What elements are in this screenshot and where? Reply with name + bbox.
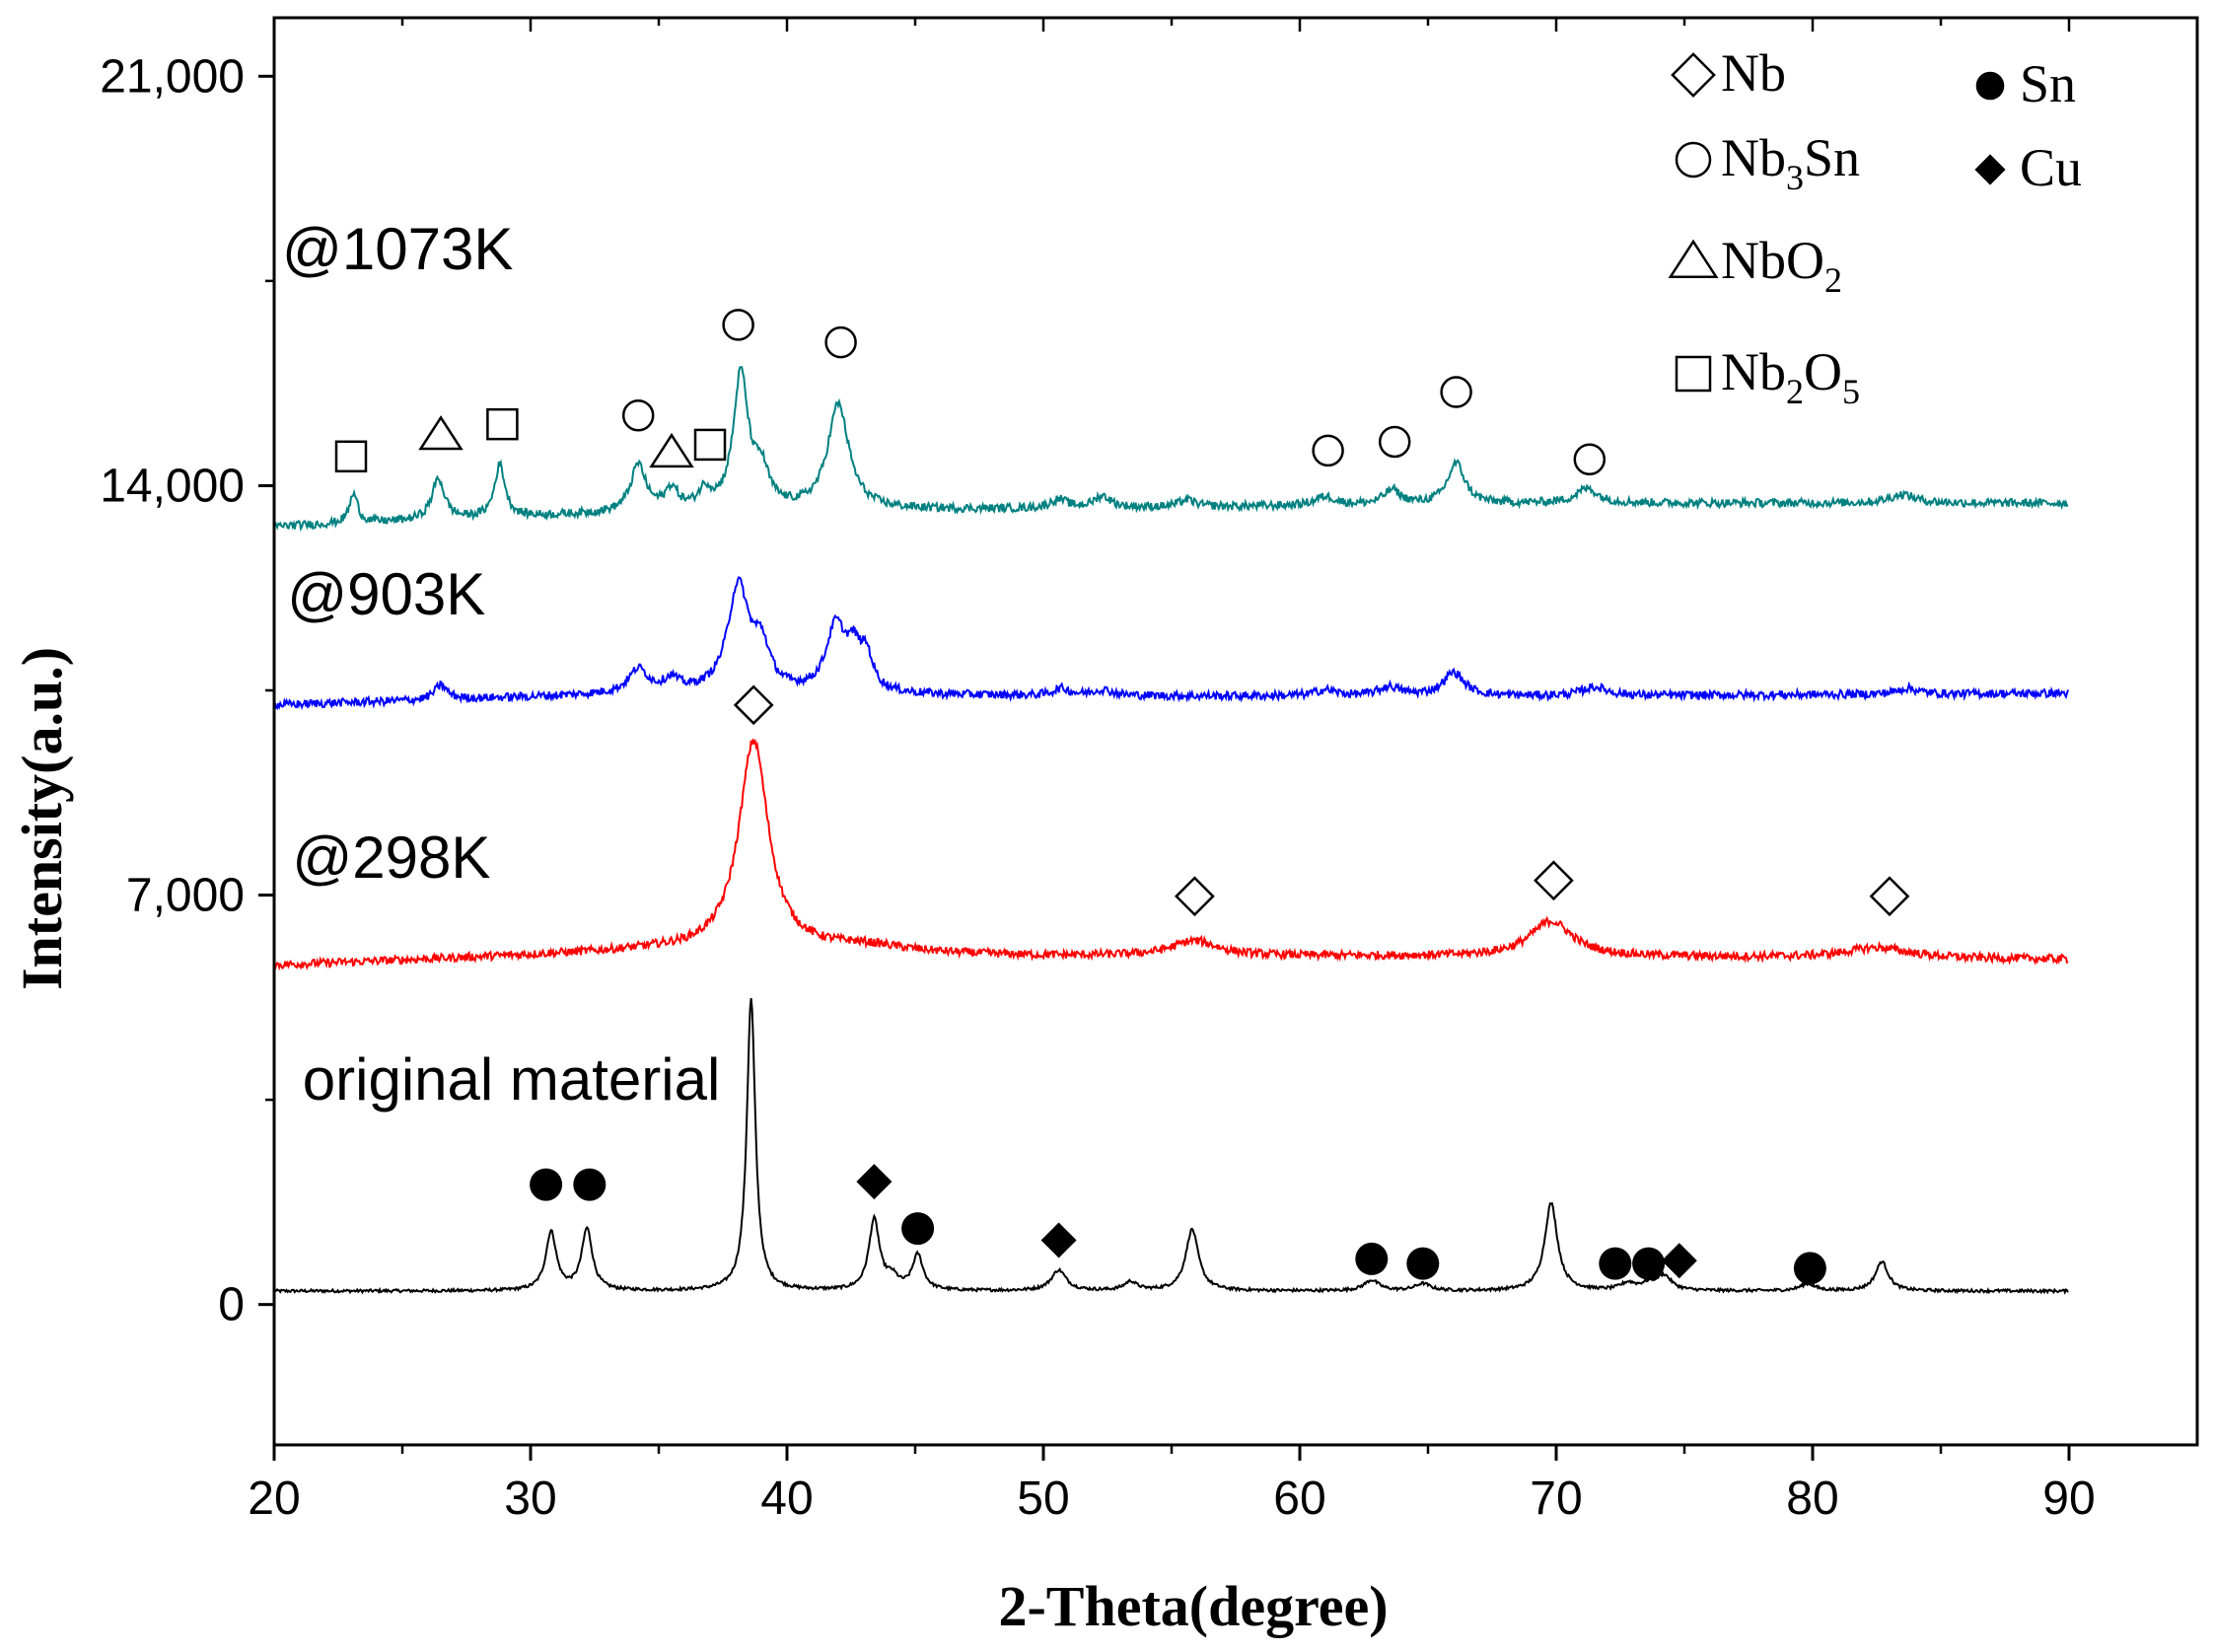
sample-label: @298K — [292, 825, 490, 891]
circle-filled-peak-marker — [1632, 1247, 1666, 1280]
series-line-2 — [273, 576, 2069, 711]
y-tick-label: 14,000 — [100, 460, 245, 512]
legend: Nb Nb3Sn NbO2 Nb2O5 Sn Cu — [1668, 43, 2082, 411]
x-tick-label: 80 — [1786, 1472, 1838, 1525]
diamond-filled-peak-marker — [1040, 1222, 1077, 1258]
sample-label: @903K — [287, 561, 485, 627]
series-line-3 — [273, 366, 2069, 533]
diamond-open-peak-marker — [733, 684, 774, 726]
x-tick-label: 70 — [1530, 1472, 1582, 1525]
series-line-1 — [273, 739, 2069, 972]
circle-open-legend-marker — [1675, 141, 1712, 179]
diamond-open-legend-marker — [1671, 52, 1716, 98]
square-open-legend-marker — [1675, 355, 1712, 393]
circle-filled-peak-marker — [1793, 1252, 1826, 1285]
y-tick-label: 7,000 — [126, 870, 245, 922]
circle-open-peak-marker — [824, 325, 857, 359]
legend-entry: Nb2O5 — [1675, 342, 1860, 411]
plot-frame — [272, 16, 2199, 1447]
peak-marker-layer — [334, 309, 1910, 1285]
legend-label: Nb3Sn — [1721, 128, 1860, 197]
circle-open-peak-marker — [1378, 425, 1411, 459]
diamond-open-peak-marker — [1534, 860, 1574, 901]
x-tick-label: 40 — [760, 1472, 813, 1525]
circle-open-peak-marker — [1440, 376, 1472, 408]
circle-open-peak-marker — [722, 309, 754, 341]
x-tick-label: 90 — [2042, 1472, 2095, 1525]
series-line-0 — [273, 998, 2069, 1296]
sample-label: original material — [303, 1046, 721, 1113]
triangle-open-legend-marker — [1668, 239, 1719, 279]
circle-filled-legend-marker — [1975, 71, 2005, 101]
circle-filled-peak-marker — [1406, 1247, 1440, 1280]
circle-open-peak-marker — [1573, 443, 1607, 475]
x-tick-label: 60 — [1273, 1472, 1325, 1525]
legend-label: NbO2 — [1721, 231, 1842, 300]
y-axis-title: Intensity(a.u.) — [10, 647, 74, 990]
legend-label: Cu — [2020, 138, 2082, 197]
legend-entry: Cu — [1974, 138, 2082, 197]
circle-open-peak-marker — [1312, 434, 1344, 467]
x-axis-title: 2-Theta(degree) — [998, 1574, 1388, 1638]
sample-label-layer: @1073K @903K @298K original material — [282, 216, 720, 1113]
square-open-peak-marker — [486, 407, 519, 441]
x-tick-label: 30 — [504, 1472, 556, 1525]
legend-entry: NbO2 — [1668, 231, 1842, 300]
circle-filled-peak-marker — [901, 1212, 935, 1246]
triangle-open-peak-marker — [649, 432, 694, 468]
circle-filled-peak-marker — [1599, 1247, 1632, 1280]
triangle-open-peak-marker — [418, 415, 464, 451]
legend-entry: Nb — [1671, 43, 1786, 103]
square-open-peak-marker — [334, 440, 368, 473]
x-tick-label: 20 — [248, 1472, 300, 1525]
legend-entry: Nb3Sn — [1675, 128, 1860, 197]
y-tick-label: 21,000 — [100, 50, 245, 103]
circle-filled-peak-marker — [573, 1168, 607, 1201]
sample-label: @1073K — [282, 216, 513, 282]
diamond-filled-legend-marker — [1974, 154, 2006, 185]
series-layer — [273, 366, 2069, 1296]
diamond-filled-peak-marker — [856, 1164, 893, 1200]
legend-label: Nb2O5 — [1721, 342, 1860, 411]
diamond-open-peak-marker — [1869, 876, 1910, 917]
diamond-open-peak-marker — [1175, 876, 1215, 917]
y-tick-label: 0 — [218, 1279, 245, 1331]
axis-layer: 20 30 40 50 60 70 80 90 0 7,000 14,000 21,000 — [100, 18, 2199, 1525]
circle-open-peak-marker — [621, 399, 655, 432]
diamond-filled-peak-marker — [1661, 1243, 1697, 1279]
legend-entry: Sn — [1975, 54, 2076, 113]
legend-label: Sn — [2020, 54, 2076, 113]
circle-filled-peak-marker — [1355, 1242, 1389, 1275]
square-open-peak-marker — [693, 428, 727, 462]
x-tick-label: 50 — [1017, 1472, 1069, 1525]
circle-filled-peak-marker — [530, 1168, 563, 1201]
legend-label: Nb — [1721, 43, 1786, 103]
